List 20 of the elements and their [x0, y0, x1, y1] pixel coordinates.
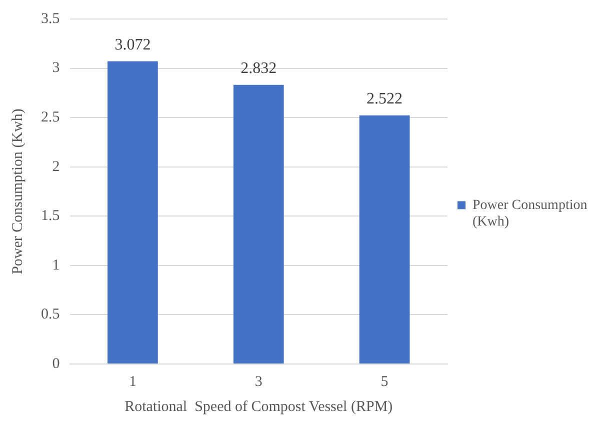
data-label: 3.072: [114, 36, 151, 54]
x-tick-label: 1: [128, 374, 136, 390]
bar: [108, 61, 158, 364]
y-axis-title: Power Consumption (Kwh): [10, 108, 26, 274]
x-tick-label: 3: [254, 374, 262, 390]
y-tick-label: 0.5: [41, 306, 60, 323]
bar: [359, 115, 410, 364]
y-tick-label: 1: [52, 257, 60, 274]
y-tick-label: 1.5: [41, 208, 60, 224]
y-tick-label: 2.5: [41, 110, 60, 126]
y-tick-label: 2: [52, 158, 60, 175]
legend-label: Power Consumption (Kwh): [472, 198, 588, 230]
x-tick-label: 5: [380, 374, 388, 390]
y-tick-label: 3: [52, 60, 60, 76]
x-axis-title: Rotational Speed of Compost Vessel (RPM): [124, 398, 393, 415]
data-label: 2.832: [240, 60, 277, 78]
bar: [233, 84, 284, 364]
data-label: 2.522: [366, 90, 403, 108]
y-tick-label: 0: [52, 356, 60, 372]
y-tick-label: 3.5: [41, 10, 60, 27]
